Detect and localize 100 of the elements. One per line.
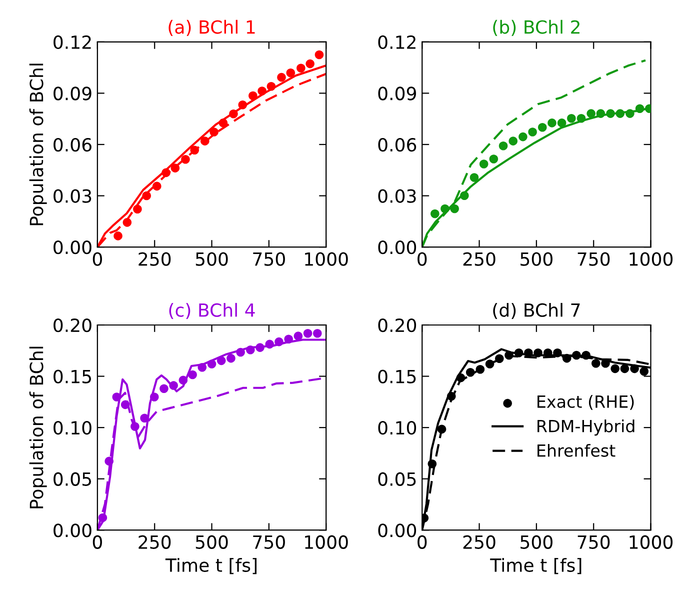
point: [553, 348, 562, 358]
y-tick-label: 0.03: [378, 189, 416, 203]
point: [160, 384, 168, 393]
y-axis-title: Population of BChl: [29, 64, 47, 226]
legend-label: Exact (RHE): [538, 395, 634, 410]
y-tick-label: 0.20: [378, 318, 416, 332]
point: [620, 364, 630, 374]
y-tick-label: 0.12: [54, 35, 91, 50]
y-tick-label: 0.20: [54, 318, 92, 332]
point: [120, 400, 130, 410]
point: [489, 154, 498, 164]
point: [140, 414, 149, 423]
y-tick-label: 0.00: [378, 524, 416, 538]
y-tick-label: 0.06: [54, 138, 92, 152]
y-tick-label: 0.09: [54, 86, 92, 100]
point: [495, 354, 504, 364]
point: [104, 456, 114, 466]
point: [98, 513, 108, 522]
point: [114, 232, 122, 240]
x-axis-title: Time t [fs]: [165, 558, 257, 574]
point: [567, 114, 576, 123]
y-tick-label: 0.00: [54, 240, 92, 254]
x-tick-label: 250: [138, 535, 171, 549]
point: [265, 340, 274, 349]
point: [470, 173, 479, 182]
point: [534, 348, 542, 358]
point: [548, 118, 556, 128]
y-tick-label: 0.05: [54, 472, 91, 486]
point: [284, 334, 293, 344]
point: [256, 343, 264, 352]
point: [576, 114, 586, 123]
point: [498, 141, 508, 150]
point: [266, 82, 276, 91]
x-tick-label: 250: [138, 252, 171, 266]
y-tick-label: 0.05: [378, 472, 416, 486]
point: [591, 358, 600, 368]
point: [456, 373, 466, 382]
point: [610, 364, 620, 374]
y-tick-label: 0.12: [378, 35, 416, 50]
point: [586, 109, 596, 118]
point: [190, 146, 200, 155]
point: [640, 366, 649, 376]
point: [169, 381, 178, 390]
point: [508, 136, 518, 146]
x-axis-title: Time t [fs]: [490, 558, 582, 574]
point: [248, 91, 258, 100]
x-tick-label: 500: [520, 252, 552, 266]
point: [485, 360, 494, 368]
point: [616, 109, 625, 118]
point: [122, 218, 132, 227]
point: [606, 109, 615, 118]
point: [178, 376, 188, 385]
point: [440, 204, 450, 214]
point: [258, 86, 266, 96]
y-tick-label: 0.15: [378, 370, 416, 384]
point: [572, 350, 581, 360]
point: [236, 348, 245, 357]
point: [524, 348, 533, 358]
legend-label: RDM-Hybrid: [538, 419, 634, 436]
chart-title: (c) BChl 4: [169, 302, 255, 320]
legend-label: Ehrenfest: [538, 444, 616, 457]
y-tick-label: 0.03: [54, 189, 92, 203]
point: [277, 72, 286, 82]
x-tick-label: 500: [196, 252, 228, 266]
point: [562, 354, 572, 363]
x-tick-label: 500: [196, 535, 228, 549]
y-tick-label: 0.00: [378, 240, 416, 254]
x-tick-label: 750: [578, 535, 610, 549]
point: [226, 354, 236, 363]
chart-title: (a) BChl 1: [168, 20, 255, 36]
point: [181, 154, 190, 164]
y-axis-title: Population of BChl: [29, 346, 47, 508]
y-tick-label: 0.10: [54, 421, 92, 435]
point: [460, 191, 469, 200]
point: [514, 348, 524, 358]
point: [246, 346, 255, 354]
x-tick-label: 1000: [305, 535, 348, 549]
point: [210, 128, 218, 136]
point: [150, 392, 159, 402]
point: [133, 204, 142, 214]
point: [294, 332, 303, 340]
point: [218, 118, 228, 128]
y-tick-label: 0.00: [54, 524, 92, 538]
point: [557, 118, 566, 128]
point: [504, 350, 514, 360]
point: [198, 362, 207, 372]
x-tick-label: 250: [463, 535, 496, 549]
y-tick-label: 0.15: [54, 370, 91, 384]
x-tick-label: 1000: [630, 535, 673, 549]
y-tick-label: 0.10: [378, 421, 416, 435]
point: [479, 160, 488, 168]
point: [538, 123, 547, 132]
point: [162, 168, 170, 178]
x-tick-label: 1000: [630, 252, 673, 266]
point: [450, 204, 459, 214]
point: [582, 350, 590, 360]
point: [142, 191, 151, 200]
x-tick-label: 750: [578, 252, 610, 266]
point: [314, 50, 324, 60]
x-tick-label: 0: [92, 252, 102, 266]
